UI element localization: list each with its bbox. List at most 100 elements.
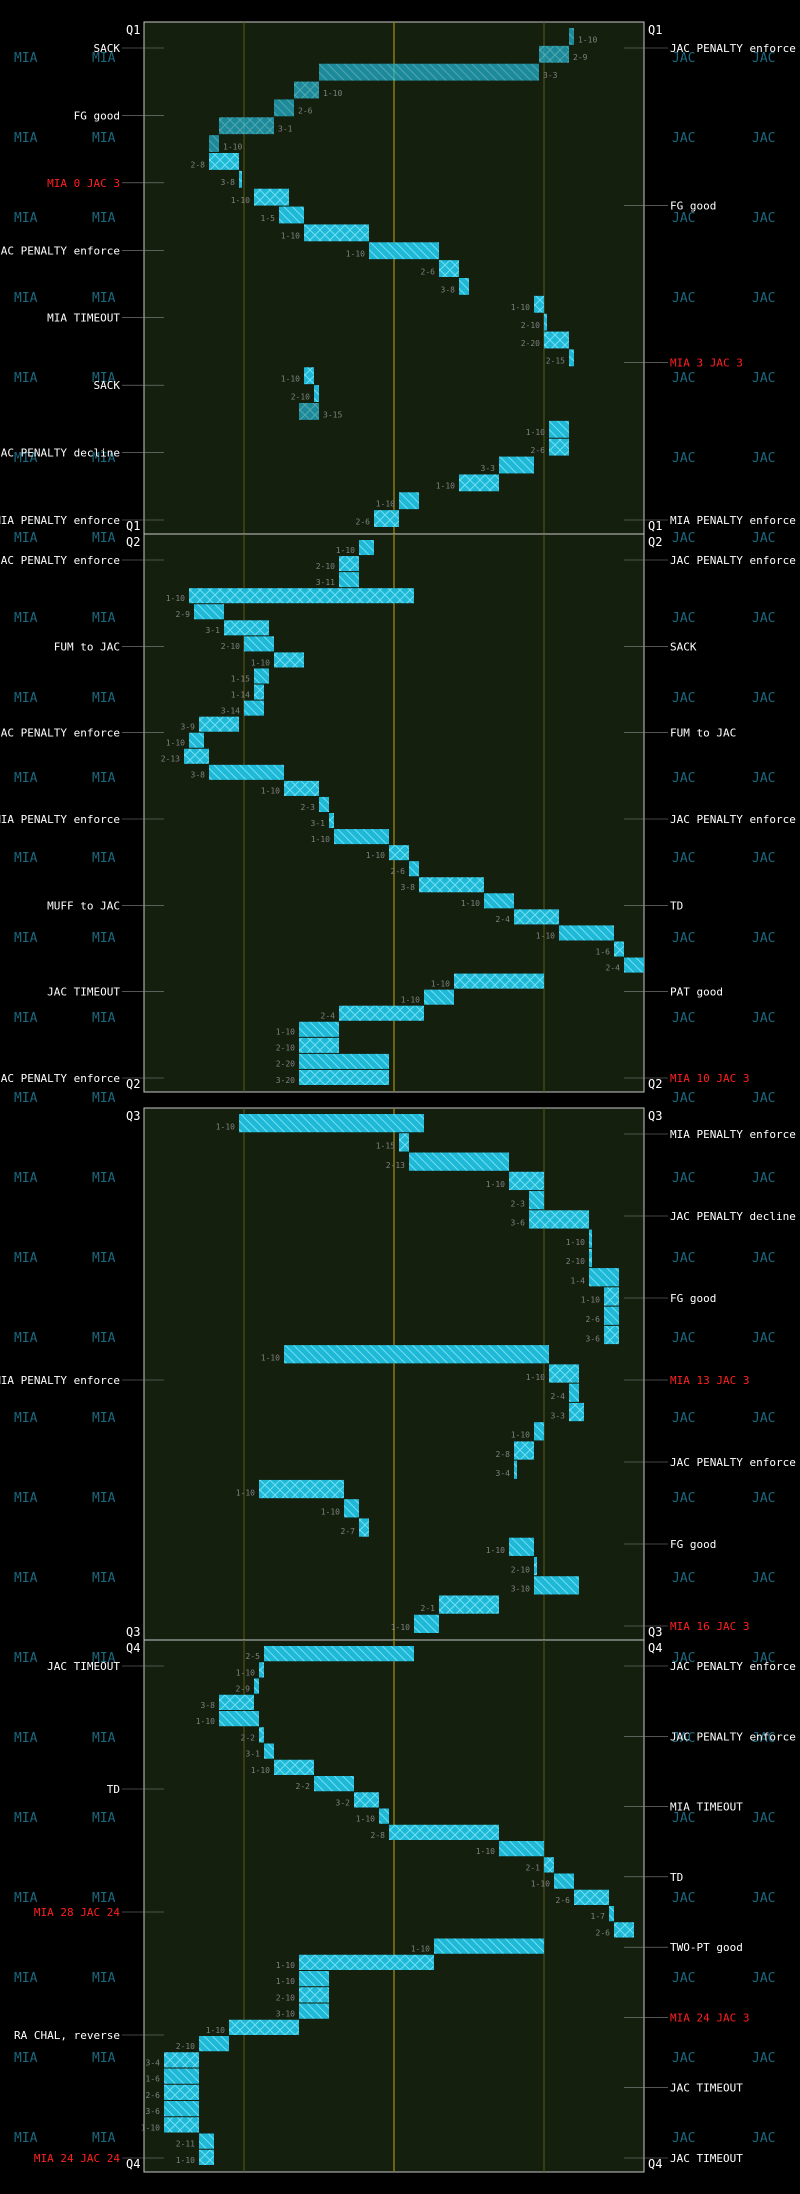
team-watermark-right: JAC (672, 1411, 695, 1426)
play-bar (484, 893, 514, 909)
team-watermark-left: MIA (92, 2051, 116, 2066)
down-label: 1-10 (176, 2156, 195, 2165)
down-label: 2-10 (291, 392, 310, 401)
down-label: 3-6 (586, 1334, 601, 1343)
annotations: SACK FG good MIA 0 JAC 3 JAC PENALTY enforc… (0, 42, 796, 2165)
down-label: 2-6 (556, 1896, 571, 1905)
play-annotation: JAC PENALTY enforce (670, 42, 796, 55)
down-label: 2-6 (391, 867, 406, 876)
play-marks: 1-10 2-9 3-3 1-10 2-6 3-1 1-10 2-8 3-8 1-10 1-5 1-1… (141, 28, 644, 2165)
down-label: 3-4 (146, 2058, 161, 2067)
quarter-label: Q4 (648, 1641, 662, 1655)
play-bar (279, 206, 304, 224)
score-annotation: MIA 28 JAC 24 (34, 1906, 120, 1919)
down-label: 2-6 (586, 1315, 601, 1324)
down-label: 1-10 (366, 851, 385, 860)
team-watermark-right: JAC (672, 531, 695, 546)
team-watermark-right: JAC (672, 1011, 695, 1026)
quarter-label: Q2 (126, 1077, 140, 1091)
team-watermark-right: JAC (672, 1651, 695, 1666)
team-watermark-right: JAC (672, 211, 695, 226)
play-bar (219, 1694, 254, 1710)
play-bar (529, 1210, 589, 1229)
team-watermark-right: JAC (672, 1491, 695, 1506)
down-label: 2-6 (356, 517, 371, 526)
team-watermark-left: MIA (14, 1651, 38, 1666)
team-watermark-left: MIA (14, 371, 38, 386)
down-label: 1-10 (261, 1354, 280, 1363)
team-watermark-right: JAC (672, 691, 695, 706)
play-bar (514, 1441, 534, 1460)
play-annotation: FUM to JAC (670, 727, 736, 740)
down-label: 2-20 (521, 339, 540, 348)
play-annotation: JAC TIMEOUT (47, 986, 120, 999)
down-label: 2-10 (521, 321, 540, 330)
play-bar (589, 1248, 592, 1268)
play-bar (459, 278, 469, 295)
play-bar (624, 957, 644, 973)
team-watermark-left: MIA (14, 131, 38, 146)
team-watermark-left: MIA (92, 1571, 116, 1586)
quarter-label: Q1 (126, 23, 140, 37)
play-bar (509, 1171, 544, 1191)
team-watermark-left: MIA (14, 691, 38, 706)
play-bar (569, 28, 574, 45)
down-label: 2-9 (573, 53, 588, 62)
play-bar (534, 1576, 579, 1595)
down-label: 1-10 (236, 1668, 255, 1677)
play-bar (574, 1889, 609, 1905)
down-label: 1-4 (571, 1276, 586, 1285)
play-bar (329, 813, 334, 829)
down-label: 1-10 (321, 1508, 340, 1517)
down-label: 2-9 (176, 610, 191, 619)
score-annotation: MIA 3 JAC 3 (670, 357, 743, 370)
play-bar (589, 1229, 592, 1248)
team-watermark-right: JAC (752, 211, 775, 226)
down-label: 2-15 (546, 357, 565, 366)
team-watermark-right: JAC (752, 1811, 775, 1826)
down-label: 2-20 (276, 1060, 295, 1069)
play-bar (614, 1922, 634, 1938)
play-bar (199, 2036, 229, 2052)
play-bar (534, 295, 544, 313)
play-bar (399, 492, 419, 510)
down-label: 1-6 (596, 947, 611, 956)
score-annotation: MIA 24 JAC 24 (34, 2152, 120, 2165)
play-bar (264, 1646, 414, 1662)
down-label: 1-10 (141, 2123, 160, 2132)
team-watermark-right: JAC (672, 131, 695, 146)
team-watermark-right: JAC (752, 851, 775, 866)
play-bar (299, 403, 319, 420)
play-annotation: FUM to JAC (54, 640, 120, 653)
play-annotation: FG good (670, 1292, 716, 1305)
play-bar (254, 188, 289, 206)
team-watermark-left: MIA (14, 851, 38, 866)
team-watermark-left: MIA (14, 1571, 38, 1586)
quarter-label: Q3 (126, 1625, 140, 1639)
play-bar (299, 1987, 329, 2003)
team-watermark-right: JAC (672, 2131, 695, 2146)
down-label: 1-10 (566, 1238, 585, 1247)
play-bar (409, 861, 419, 877)
down-label: 1-10 (526, 1373, 545, 1382)
team-watermark-left: MIA (92, 1491, 116, 1506)
down-label: 1-10 (281, 232, 300, 241)
play-bar (299, 1971, 329, 1987)
down-label: 2-10 (316, 562, 335, 571)
play-bar (614, 941, 624, 957)
down-label: 3-10 (511, 1585, 530, 1594)
play-bar (299, 1053, 389, 1069)
play-bar (544, 313, 547, 331)
down-label: 1-10 (401, 995, 420, 1004)
play-annotation: MIA PENALTY enforce (0, 1374, 120, 1387)
down-label: 2-5 (246, 1652, 261, 1661)
play-bar (374, 510, 399, 527)
team-watermark-left: MIA (92, 291, 116, 306)
play-annotation: MIA TIMEOUT (670, 1801, 743, 1814)
down-label: 1-10 (276, 1961, 295, 1970)
play-bar (389, 845, 409, 861)
team-watermark-left: MIA (92, 691, 116, 706)
down-label: 1-10 (276, 1028, 295, 1037)
down-label: 1-10 (216, 1122, 235, 1131)
team-watermark-right: JAC (672, 1571, 695, 1586)
